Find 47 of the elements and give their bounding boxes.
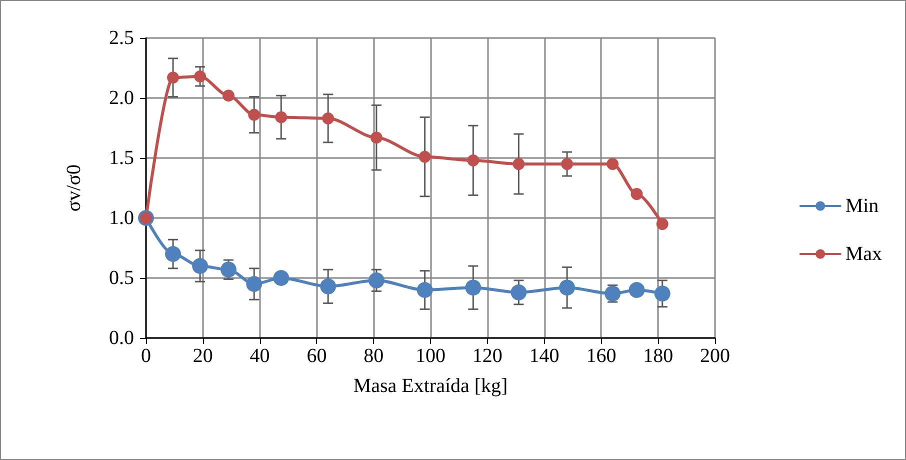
point <box>465 280 482 296</box>
point <box>628 282 645 298</box>
point <box>194 70 206 82</box>
point <box>248 108 260 121</box>
legend-label: Min <box>845 195 879 217</box>
x-tick-label: 180 <box>643 345 674 367</box>
y-tick-label: 2.0 <box>109 87 134 109</box>
x-tick-label: 20 <box>192 345 213 367</box>
point <box>559 280 576 296</box>
point <box>322 112 334 124</box>
point <box>275 111 288 124</box>
y-tick-label: 1.5 <box>109 147 134 169</box>
point <box>368 272 384 288</box>
x-tick-label: 40 <box>250 345 270 367</box>
y-tick-label: 0.0 <box>109 327 134 349</box>
point <box>418 150 431 163</box>
point <box>561 158 574 170</box>
point <box>192 258 208 274</box>
y-tick-label: 0.5 <box>109 267 134 289</box>
x-tick-label: 0 <box>141 345 151 367</box>
x-tick-label: 120 <box>472 345 502 367</box>
point <box>510 284 527 300</box>
point <box>656 218 668 230</box>
point <box>606 158 619 170</box>
y-axis-title: σv/σ0 <box>63 164 85 212</box>
x-tick-label: 100 <box>416 345 446 367</box>
point <box>167 72 180 84</box>
y-tick-label: 1.0 <box>109 207 134 229</box>
point <box>654 286 670 302</box>
point <box>320 278 336 294</box>
point <box>246 276 262 292</box>
point <box>416 282 433 298</box>
x-tick-label: 60 <box>306 345 327 367</box>
point <box>512 158 525 170</box>
x-tick-label: 160 <box>586 345 616 367</box>
x-tick-label: 200 <box>700 345 730 367</box>
point <box>222 90 235 102</box>
point <box>273 270 290 286</box>
x-axis-title: Masa Extraída [kg] <box>353 375 508 397</box>
legend-label: Max <box>845 243 882 265</box>
point <box>630 188 643 200</box>
x-tick-label: 140 <box>529 345 560 367</box>
point <box>467 154 480 166</box>
point <box>165 246 182 262</box>
x-tick-label: 80 <box>364 345 384 367</box>
point <box>370 132 382 144</box>
y-tick-label: 2.5 <box>109 27 134 49</box>
